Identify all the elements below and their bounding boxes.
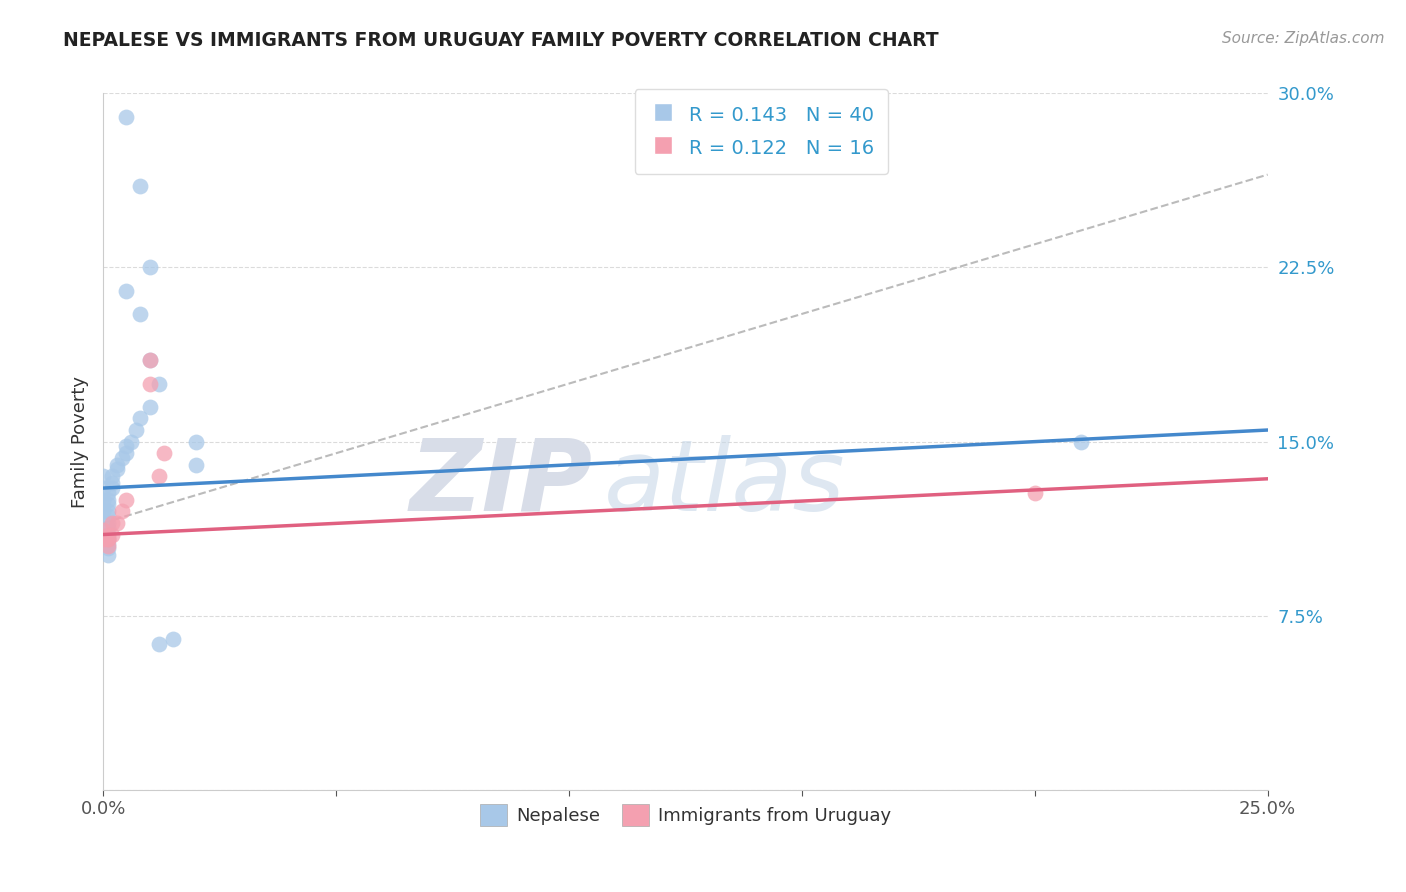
Point bbox=[101, 476, 124, 491]
Point bbox=[120, 434, 142, 449]
Point bbox=[97, 527, 120, 541]
Point bbox=[97, 492, 120, 507]
Point bbox=[148, 469, 170, 483]
Point bbox=[125, 423, 148, 437]
Text: ZIP: ZIP bbox=[409, 435, 592, 532]
Point bbox=[97, 527, 120, 541]
Point bbox=[97, 508, 120, 523]
Point bbox=[101, 469, 124, 483]
Point bbox=[129, 179, 152, 194]
Point bbox=[97, 504, 120, 518]
Point bbox=[97, 497, 120, 511]
Point bbox=[101, 481, 124, 495]
Text: atlas: atlas bbox=[605, 435, 845, 532]
Point bbox=[101, 527, 124, 541]
Point bbox=[152, 446, 174, 460]
Point bbox=[111, 504, 134, 518]
Point bbox=[138, 353, 160, 368]
Point bbox=[186, 434, 208, 449]
Point bbox=[148, 376, 170, 391]
Point bbox=[115, 439, 138, 453]
Point bbox=[97, 549, 120, 563]
Point bbox=[97, 537, 120, 551]
Point bbox=[97, 539, 120, 553]
Point bbox=[138, 353, 160, 368]
Point bbox=[111, 450, 134, 465]
Point bbox=[186, 458, 208, 472]
Point bbox=[97, 532, 120, 546]
Point bbox=[91, 481, 114, 495]
Point bbox=[97, 516, 120, 530]
Legend: Nepalese, Immigrants from Uruguay: Nepalese, Immigrants from Uruguay bbox=[472, 797, 898, 833]
Point bbox=[115, 284, 138, 298]
Point bbox=[1024, 485, 1046, 500]
Point bbox=[97, 485, 120, 500]
Point bbox=[105, 516, 128, 530]
Point bbox=[138, 400, 160, 414]
Point bbox=[148, 637, 170, 651]
Text: NEPALESE VS IMMIGRANTS FROM URUGUAY FAMILY POVERTY CORRELATION CHART: NEPALESE VS IMMIGRANTS FROM URUGUAY FAMI… bbox=[63, 31, 939, 50]
Point bbox=[129, 411, 152, 425]
Point bbox=[105, 462, 128, 476]
Point bbox=[91, 523, 114, 537]
Point bbox=[1070, 434, 1092, 449]
Point bbox=[101, 516, 124, 530]
Point bbox=[138, 376, 160, 391]
Point bbox=[91, 492, 114, 507]
Point bbox=[97, 532, 120, 546]
Point bbox=[97, 520, 120, 534]
Point bbox=[91, 504, 114, 518]
Y-axis label: Family Poverty: Family Poverty bbox=[72, 376, 89, 508]
Point bbox=[162, 632, 184, 646]
Point bbox=[138, 260, 160, 275]
Point bbox=[91, 532, 114, 546]
Text: Source: ZipAtlas.com: Source: ZipAtlas.com bbox=[1222, 31, 1385, 46]
Point bbox=[97, 532, 120, 546]
Point bbox=[105, 458, 128, 472]
Point bbox=[115, 110, 138, 124]
Point bbox=[97, 541, 120, 556]
Point bbox=[129, 307, 152, 321]
Point bbox=[91, 469, 114, 483]
Point bbox=[115, 446, 138, 460]
Point bbox=[115, 492, 138, 507]
